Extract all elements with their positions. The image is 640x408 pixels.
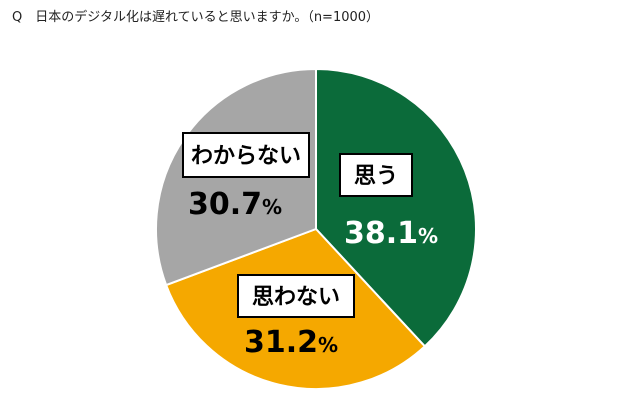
pie-slice-1 bbox=[315, 67, 477, 348]
value-label: 31.2% bbox=[244, 325, 338, 360]
value-number: 31.2 bbox=[244, 325, 318, 360]
value-unit: % bbox=[262, 195, 282, 219]
question-text: Q 日本のデジタル化は遅れていると思いますか。（n=1000） bbox=[12, 10, 380, 25]
category-label-box bbox=[237, 274, 355, 318]
value-label: 30.7% bbox=[188, 187, 282, 222]
value-number: 38.1 bbox=[344, 216, 418, 251]
pie-labels: 思う 38.1% 思わない 31.2% わからない 30.7% bbox=[182, 132, 438, 360]
category-label: 思わない bbox=[252, 285, 340, 310]
category-label: わからない bbox=[191, 144, 301, 169]
category-label-box bbox=[182, 132, 310, 178]
value-unit: % bbox=[418, 224, 438, 248]
value-label: 38.1% bbox=[344, 216, 438, 251]
value-unit: % bbox=[318, 333, 338, 357]
value-number: 30.7 bbox=[188, 187, 262, 222]
category-label-box bbox=[339, 153, 413, 197]
category-label: 思う bbox=[354, 164, 398, 189]
